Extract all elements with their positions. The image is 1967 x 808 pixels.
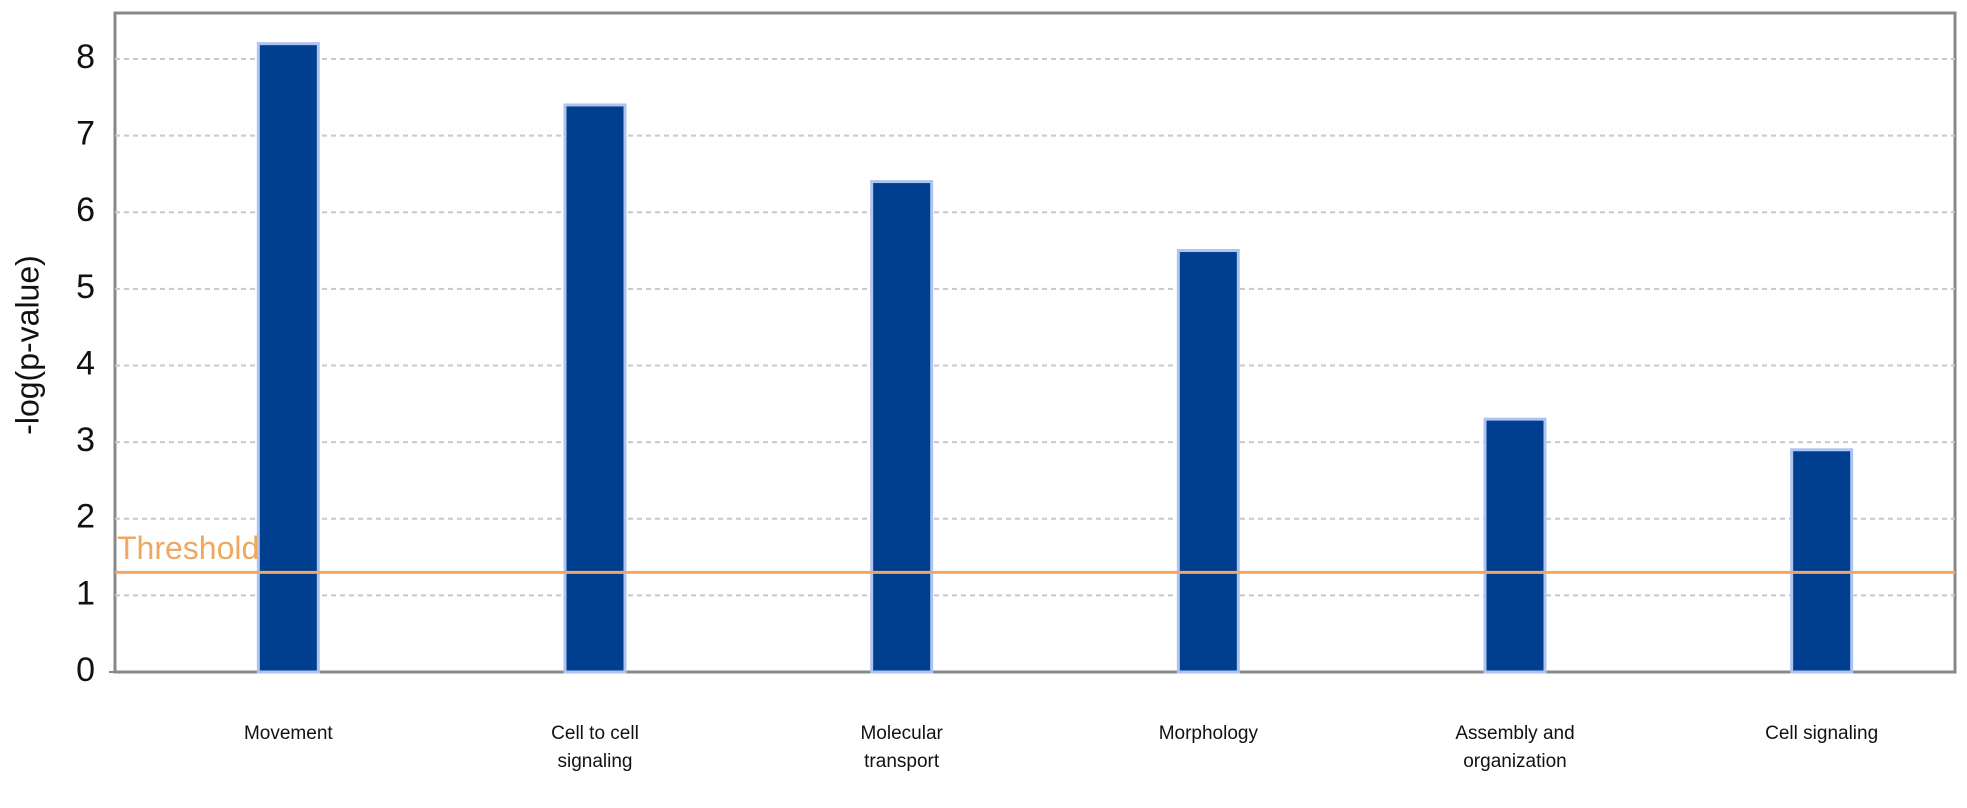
x-tick-label: Cell to cell signaling (551, 723, 639, 772)
bar (1790, 448, 1854, 674)
bar (870, 180, 934, 674)
threshold-label: Threshold (117, 530, 259, 566)
bar (1483, 417, 1547, 674)
y-axis-label: -log(p-value) (9, 255, 45, 435)
y-tick-label: 3 (76, 421, 95, 459)
y-tick-label: 8 (76, 38, 95, 76)
bar (563, 103, 627, 674)
x-tick-label: Assembly and organization (1455, 723, 1575, 772)
x-tick-label: Molecular transport (860, 723, 943, 772)
y-tick-label: 5 (76, 268, 95, 306)
plot-frame (113, 11, 1957, 674)
x-tick-label: Morphology (1158, 723, 1258, 744)
y-tick-label: 2 (76, 498, 95, 536)
bar (1176, 249, 1240, 674)
x-tick-label: Movement (243, 723, 333, 744)
y-tick-label: 0 (76, 651, 95, 689)
y-tick-label: 7 (76, 115, 95, 153)
y-tick-label: 1 (76, 574, 95, 612)
x-tick-label: Cell signaling (1765, 723, 1879, 744)
y-tick-label: 4 (76, 344, 95, 382)
y-tick-label: 6 (76, 191, 95, 229)
bar (256, 42, 320, 674)
